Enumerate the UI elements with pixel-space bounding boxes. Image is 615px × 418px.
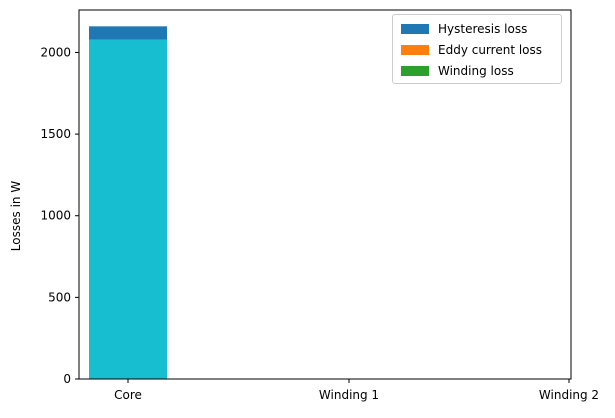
y-tick-label: 1000 — [40, 209, 71, 223]
legend-swatch-eddy — [401, 45, 429, 55]
legend-item-winding: Winding loss — [401, 63, 514, 79]
x-tick-label: Core — [114, 388, 142, 402]
y-tick-label: 500 — [48, 290, 71, 304]
y-axis-label: Losses in W — [9, 181, 23, 252]
y-tick-label: 2000 — [40, 45, 71, 59]
x-tick-label: Winding 2 — [539, 388, 599, 402]
legend-item-hysteresis: Hysteresis loss — [401, 21, 527, 37]
legend-item-eddy: Eddy current loss — [401, 42, 542, 58]
y-tick-label: 0 — [63, 372, 71, 386]
legend-swatch-hysteresis — [401, 24, 429, 34]
legend-label-eddy: Eddy current loss — [438, 43, 543, 57]
legend-swatch-winding — [401, 66, 429, 76]
legend-label-hysteresis: Hysteresis loss — [438, 22, 528, 36]
bar-overlay-core — [89, 39, 167, 380]
axes-layer: 0 500 1000 1500 2000 Core Winding 1 Winding 2 — [40, 9, 599, 402]
bars-layer — [89, 26, 167, 380]
y-tick-label: 1500 — [40, 127, 71, 141]
legend: Hysteresis loss Eddy current loss Windin… — [392, 14, 562, 84]
legend-label-winding: Winding loss — [438, 64, 514, 78]
x-tick-label: Winding 1 — [319, 388, 379, 402]
plot-frame — [78, 9, 572, 380]
